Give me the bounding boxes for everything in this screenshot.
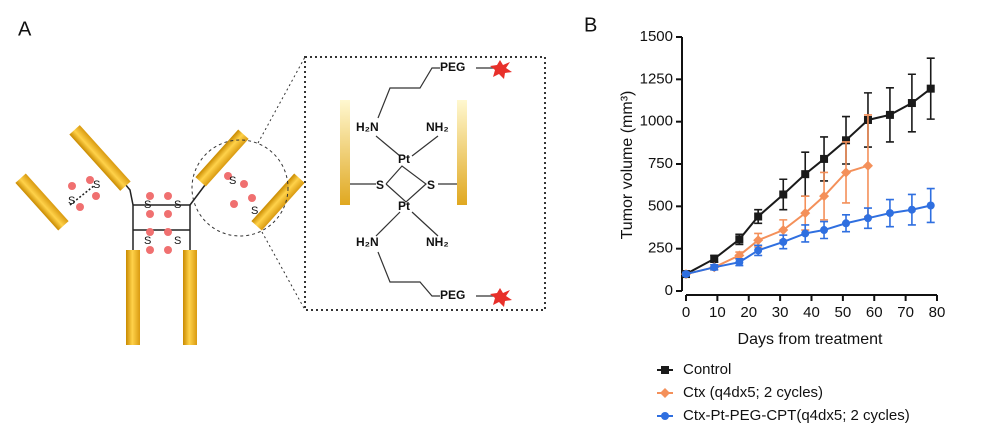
data-point	[927, 85, 935, 93]
data-point	[820, 226, 828, 234]
x-tick-label: 30	[772, 304, 789, 321]
x-tick-label: 50	[835, 304, 852, 321]
inset-label: H₂N	[356, 120, 379, 134]
inset-label: H₂N	[356, 235, 379, 249]
y-tick-label: 1250	[640, 70, 673, 87]
data-point	[682, 270, 690, 278]
data-point	[886, 209, 894, 217]
data-point	[710, 263, 718, 271]
data-point	[863, 161, 873, 171]
data-point	[908, 206, 916, 214]
inset-label: PEG	[440, 60, 465, 74]
sulfur-label: S	[174, 235, 181, 247]
data-point	[927, 201, 935, 209]
y-tick-label: 750	[648, 155, 673, 172]
inset-label: Pt	[398, 152, 410, 166]
x-tick-label: 10	[709, 304, 726, 321]
data-point	[754, 246, 762, 254]
data-point	[908, 99, 916, 107]
panel-label: B	[584, 14, 597, 36]
data-point	[801, 170, 809, 178]
x-tick-label: 70	[897, 304, 914, 321]
data-point	[864, 214, 872, 222]
data-point	[710, 255, 718, 263]
data-point	[779, 190, 787, 198]
inset-label: NH₂	[426, 235, 449, 249]
inset-label: NH₂	[426, 120, 449, 134]
legend-marker	[661, 366, 669, 374]
inset-label: S	[427, 178, 435, 192]
legend-label: Ctx (q4dx5; 2 cycles)	[683, 384, 823, 401]
data-point	[754, 212, 762, 220]
data-point	[886, 111, 894, 119]
sulfur-label: S	[144, 235, 151, 247]
inset-label: Pt	[398, 199, 410, 213]
data-point	[801, 229, 809, 237]
legend-marker	[661, 412, 669, 420]
data-point	[735, 235, 743, 243]
data-point	[779, 238, 787, 246]
series-line	[686, 89, 931, 274]
legend-marker	[660, 388, 670, 398]
inset-structure	[340, 60, 512, 307]
panel-label: A	[18, 18, 32, 40]
sulfur-label: S	[68, 195, 75, 207]
figure: A B S S S S S S S S PEG H₂N NH₂ Pt S S P…	[0, 0, 985, 428]
y-tick-label: 1500	[640, 28, 673, 45]
x-tick-label: 80	[929, 304, 946, 321]
sulfur-label: S	[144, 199, 151, 211]
y-axis-label: Tumor volume (mm³)	[619, 91, 636, 240]
x-tick-label: 60	[866, 304, 883, 321]
data-point	[842, 219, 850, 227]
x-axis-label: Days from treatment	[738, 331, 883, 348]
y-tick-label: 1000	[640, 113, 673, 130]
legend-label: Ctx-Pt-PEG-CPT(q4dx5; 2 cycles)	[683, 407, 910, 424]
y-tick-label: 0	[665, 282, 673, 299]
x-tick-label: 20	[740, 304, 757, 321]
sulfur-label: S	[229, 175, 236, 187]
y-tick-label: 500	[648, 197, 673, 214]
x-tick-label: 40	[803, 304, 820, 321]
data-point	[820, 155, 828, 163]
x-tick-label: 0	[682, 304, 690, 321]
inset-label: PEG	[440, 288, 465, 302]
sulfur-label: S	[251, 205, 258, 217]
data-point	[735, 258, 743, 266]
sulfur-label: S	[93, 179, 100, 191]
inset-label: S	[376, 178, 384, 192]
y-tick-label: 250	[648, 240, 673, 257]
antibody	[70, 160, 205, 250]
legend-label: Control	[683, 361, 731, 378]
sulfur-label: S	[174, 199, 181, 211]
